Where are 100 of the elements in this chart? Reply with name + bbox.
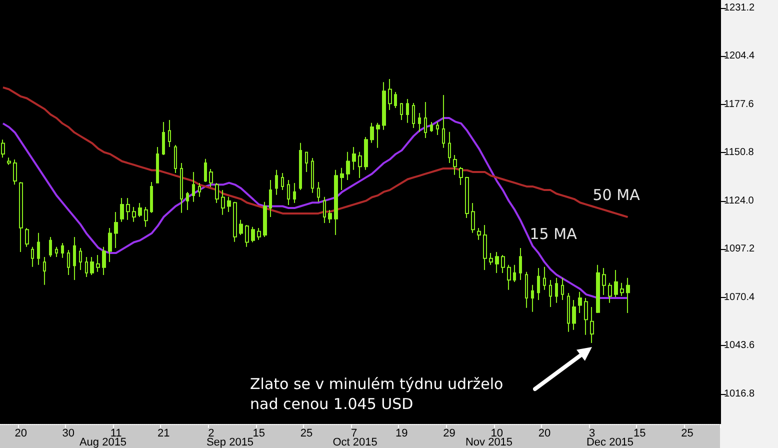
x-tick-label: 29 [443,428,456,440]
x-tick-label: 7 [350,428,358,440]
x-tick-label: 2 [208,428,214,440]
candlestick [49,236,52,258]
candlestick [602,267,606,296]
candlestick [221,190,225,216]
candlestick [180,162,183,214]
candlestick [198,182,201,198]
y-tick-label: 1070.4 [724,292,756,303]
candlestick [328,210,332,224]
candlestick [114,212,118,248]
candlestick [108,228,112,263]
candlestick [269,179,272,218]
candlestick [96,254,100,272]
candlestick [370,122,374,144]
candlestick [394,91,397,108]
x-tick-label: 21 [158,428,170,440]
candlestick [346,151,350,180]
candlestick [150,181,153,214]
candlestick [436,122,439,136]
candlestick [120,197,124,222]
candlestick [31,246,34,268]
candlestick [7,157,11,166]
x-tick-label: 25 [681,428,694,440]
candlestick [156,146,159,184]
candlestick [275,169,278,196]
candlestick [549,280,552,308]
candlestick [132,206,136,222]
x-tick-label: 20 [538,428,551,440]
candlestick [400,102,403,121]
candlestick [406,98,409,124]
candlestick [501,254,505,274]
candlestick [168,120,171,148]
candlestick [209,168,213,188]
y-tick-label: 1043.6 [724,340,756,352]
y-tick-label: 1124.0 [724,195,754,206]
candlestick [453,154,457,176]
candlestick [537,267,540,301]
candlestick [477,228,481,240]
text: Dec 2015 [586,436,634,448]
candlestick [311,158,314,194]
candlestick [299,142,302,191]
candlestick [317,181,320,202]
y-tick-label: 1150.8 [724,147,754,158]
candlestick [174,144,177,174]
candlestick [578,291,582,314]
candlestick [513,264,516,283]
x-tick-label: 19 [396,428,408,440]
candlestick [192,172,195,202]
candlestick [138,202,142,218]
candlestick [364,136,368,170]
y-tick-label: 1231.2 [724,2,756,14]
candlestick [61,242,64,258]
candlestick [519,247,522,281]
candlestick [555,277,558,304]
text: Aug 2015 [79,436,127,448]
candlestick [465,176,469,218]
candlestick [90,256,94,276]
candlestick [340,167,344,191]
candlestick [257,228,261,240]
candlestick [287,179,290,206]
candlestick [596,264,600,314]
candlestick [305,151,308,173]
x-tick-label: 30 [62,428,75,440]
x-tick-label: 3 [589,428,596,440]
y-tick-label: 1016.8 [724,388,756,400]
candlestick [412,102,415,128]
candlestick [608,282,612,304]
series-label: 15 MA [530,225,578,244]
candlestick [43,256,46,286]
candlestick [55,246,58,258]
annotation: Zlato se v minulém týdnu udrželo nad cenou 1.045 USD [250,375,504,413]
candlestick [293,182,296,204]
candlestick [561,277,564,301]
candlestick [352,146,356,170]
candlestick [37,232,40,266]
candlestick [448,131,451,164]
candlestick [251,226,255,243]
x-tick-label: 15 [634,428,646,440]
candlestick [215,182,219,204]
candlestick [382,82,386,130]
candlestick [358,151,362,178]
x-tick-label: 10 [490,428,503,440]
candlestick [572,300,576,330]
candlestick [507,264,511,290]
candlestick [102,246,106,276]
candlestick [323,196,326,224]
y-tick-label: 1204.4 [724,50,756,62]
candlestick [334,169,338,236]
candlestick [13,158,17,186]
candlestick [471,202,475,234]
candlestick [543,266,546,290]
candlestick [626,277,630,314]
candlestick [483,224,487,270]
candlestick [489,252,493,266]
x-tick-label: 15 [252,428,265,440]
candlestick [263,201,267,238]
candlestick [584,298,588,336]
candlestick [567,292,570,332]
candlestick [144,206,148,228]
